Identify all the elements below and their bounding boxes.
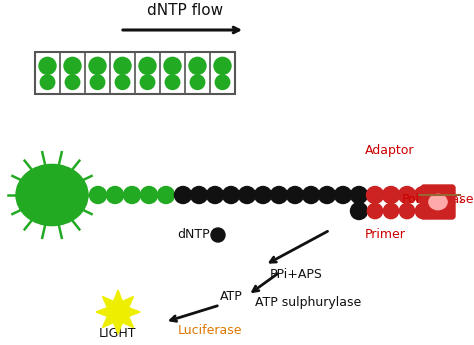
Circle shape (207, 187, 224, 204)
Circle shape (114, 57, 131, 75)
Circle shape (90, 75, 105, 89)
Circle shape (65, 75, 80, 89)
Circle shape (350, 187, 367, 204)
Circle shape (39, 57, 56, 75)
Circle shape (139, 57, 156, 75)
Text: LIGHT: LIGHT (99, 327, 137, 340)
Circle shape (399, 187, 416, 204)
Circle shape (367, 203, 383, 219)
Circle shape (140, 187, 157, 204)
Circle shape (107, 187, 124, 204)
Circle shape (400, 203, 415, 219)
Circle shape (164, 57, 181, 75)
Text: dNTP flow: dNTP flow (147, 3, 223, 18)
Circle shape (335, 187, 352, 204)
Circle shape (383, 187, 400, 204)
Circle shape (430, 187, 447, 204)
Circle shape (319, 187, 336, 204)
Ellipse shape (429, 194, 447, 210)
Bar (35, 52, 235, 94)
Circle shape (366, 187, 383, 204)
Text: Polymerase: Polymerase (401, 194, 474, 207)
Circle shape (302, 187, 319, 204)
Circle shape (124, 187, 140, 204)
Circle shape (191, 187, 208, 204)
FancyBboxPatch shape (421, 185, 455, 219)
Circle shape (165, 75, 180, 89)
Text: PPi+APS: PPi+APS (270, 268, 323, 281)
Ellipse shape (16, 165, 88, 226)
Circle shape (286, 187, 303, 204)
Circle shape (89, 57, 106, 75)
Circle shape (415, 203, 431, 219)
Circle shape (140, 75, 155, 89)
Circle shape (115, 75, 130, 89)
Polygon shape (96, 290, 140, 334)
Text: ATP: ATP (220, 290, 243, 303)
Circle shape (238, 187, 255, 204)
Circle shape (211, 228, 225, 242)
Circle shape (190, 75, 205, 89)
Text: dNTP: dNTP (177, 228, 210, 242)
Circle shape (40, 75, 55, 89)
Text: ATP sulphurylase: ATP sulphurylase (255, 296, 361, 309)
Text: Adaptor: Adaptor (365, 144, 415, 157)
Circle shape (255, 187, 272, 204)
Text: Primer: Primer (365, 228, 405, 241)
Circle shape (157, 187, 174, 204)
Circle shape (189, 57, 206, 75)
Circle shape (414, 187, 431, 204)
Circle shape (383, 203, 399, 219)
Circle shape (174, 187, 191, 204)
Circle shape (90, 187, 107, 204)
Circle shape (64, 57, 81, 75)
Circle shape (350, 203, 367, 219)
Circle shape (214, 57, 231, 75)
Circle shape (222, 187, 239, 204)
Circle shape (271, 187, 288, 204)
Text: Luciferase: Luciferase (178, 324, 243, 336)
Circle shape (215, 75, 230, 89)
